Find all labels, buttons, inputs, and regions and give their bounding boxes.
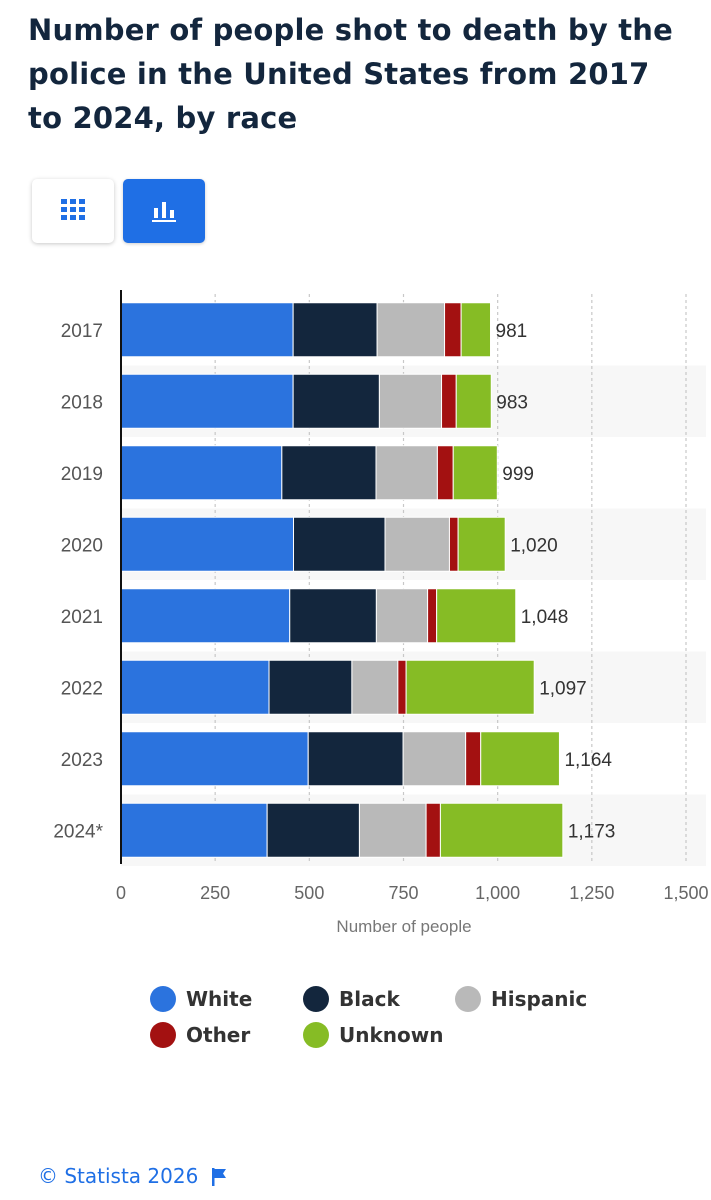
legend-swatch-white <box>150 986 176 1012</box>
legend-label-other: Other <box>186 1023 251 1047</box>
bar-total-label: 999 <box>502 464 534 485</box>
x-tick-label: 750 <box>388 883 418 903</box>
year-tick-label: 2018 <box>61 392 103 413</box>
bar-unknown-2023 <box>480 731 560 787</box>
bar-white-2019 <box>120 445 283 501</box>
year-tick-label: 2024* <box>53 821 103 842</box>
year-tick-label: 2023 <box>61 750 103 771</box>
bar-hispanic-2023 <box>402 731 467 787</box>
bar-other-2018 <box>441 373 457 429</box>
bar-total-label: 1,164 <box>564 750 612 771</box>
flag-icon[interactable] <box>212 1168 228 1186</box>
x-tick-label: 250 <box>200 883 230 903</box>
x-axis-label: Number of people <box>336 917 471 936</box>
bar-chart-icon <box>152 202 176 222</box>
bar-white-2021 <box>120 588 291 644</box>
bar-total-label: 1,020 <box>510 535 558 556</box>
bar-unknown-2020 <box>457 516 506 572</box>
bar-white-2023 <box>120 731 309 787</box>
bar-black-2019 <box>281 445 377 501</box>
bar-black-2017 <box>292 302 378 358</box>
bar-black-2023 <box>307 731 404 787</box>
bar-unknown-2021 <box>436 588 517 644</box>
bar-hispanic-2017 <box>376 302 446 358</box>
grid-icon <box>61 199 85 220</box>
bar-hispanic-2024 <box>358 802 427 858</box>
year-tick-label: 2022 <box>61 678 103 699</box>
bar-black-2024 <box>266 802 360 858</box>
legend-swatch-black <box>303 986 329 1012</box>
legend-label-hispanic: Hispanic <box>491 987 588 1011</box>
bar-other-2023 <box>465 731 482 787</box>
stacked-bar-chart: 981 2017 983 2018 999 2019 1,020 2020 1,048 2021 1… <box>53 290 709 936</box>
bar-total-label: 1,097 <box>539 678 587 699</box>
bar-other-2017 <box>444 302 462 358</box>
bar-black-2018 <box>292 373 380 429</box>
bar-hispanic-2021 <box>375 588 429 644</box>
bar-black-2021 <box>289 588 377 644</box>
copyright-link[interactable]: © Statista 2026 <box>38 1164 199 1188</box>
x-tick-label: 1,000 <box>475 883 520 903</box>
x-tick-label: 500 <box>294 883 324 903</box>
chart-title: Number of people shot to death by the po… <box>28 13 674 135</box>
x-tick-label: 1,500 <box>663 883 708 903</box>
bar-white-2022 <box>120 659 270 715</box>
legend-label-unknown: Unknown <box>339 1023 444 1047</box>
bar-unknown-2017 <box>460 302 492 358</box>
bar-white-2024 <box>120 802 268 858</box>
bar-white-2017 <box>120 302 294 358</box>
bar-hispanic-2022 <box>351 659 399 715</box>
bar-other-2022 <box>397 659 407 715</box>
bar-total-label: 1,048 <box>521 607 569 628</box>
bar-unknown-2024 <box>439 802 564 858</box>
legend-swatch-hispanic <box>455 986 481 1012</box>
legend-label-black: Black <box>339 987 400 1011</box>
legend-swatch-other <box>150 1022 176 1048</box>
bar-white-2020 <box>120 516 295 572</box>
bar-black-2020 <box>293 516 386 572</box>
x-tick-label: 1,250 <box>569 883 614 903</box>
year-tick-label: 2021 <box>61 607 103 628</box>
year-tick-label: 2017 <box>61 321 103 342</box>
table-view-button[interactable] <box>32 179 114 243</box>
legend-label-white: White <box>186 987 253 1011</box>
bar-hispanic-2018 <box>378 373 443 429</box>
bar-other-2020 <box>448 516 459 572</box>
year-tick-label: 2020 <box>61 535 103 556</box>
bar-unknown-2018 <box>455 373 492 429</box>
bar-hispanic-2020 <box>384 516 450 572</box>
bar-other-2019 <box>436 445 454 501</box>
bar-unknown-2022 <box>405 659 535 715</box>
chart-view-button[interactable] <box>123 179 205 243</box>
bar-unknown-2019 <box>452 445 498 501</box>
bar-hispanic-2019 <box>375 445 438 501</box>
bar-other-2024 <box>425 802 441 858</box>
x-tick-label: 0 <box>116 883 126 903</box>
bar-total-label: 981 <box>496 321 528 342</box>
bar-other-2021 <box>427 588 438 644</box>
legend-swatch-unknown <box>303 1022 329 1048</box>
bar-black-2022 <box>268 659 353 715</box>
bar-total-label: 1,173 <box>568 821 616 842</box>
bar-total-label: 983 <box>496 392 528 413</box>
year-tick-label: 2019 <box>61 464 103 485</box>
bar-white-2018 <box>120 373 294 429</box>
